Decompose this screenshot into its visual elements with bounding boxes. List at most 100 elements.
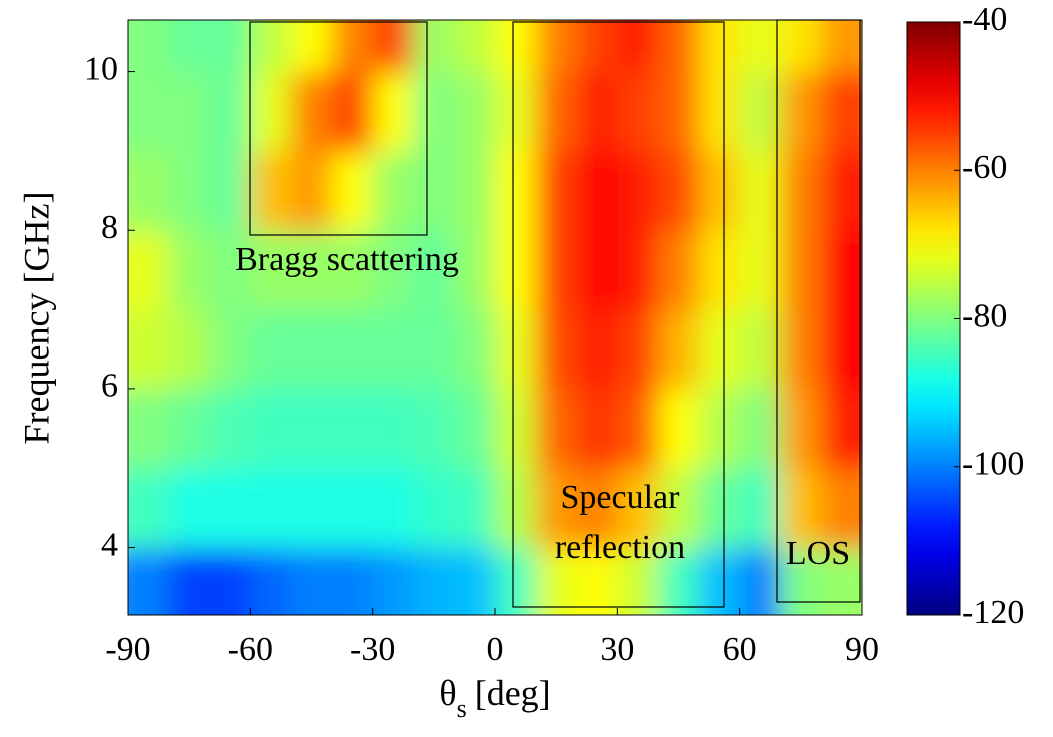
heat-cell: [454, 71, 496, 152]
heat-cell: [372, 150, 415, 232]
heat-cell: [168, 20, 211, 73]
heat-cell: [780, 309, 823, 390]
heat-cell: [291, 468, 333, 549]
heat-cell: [250, 468, 293, 549]
heat-cell: [495, 71, 537, 152]
colorbar: [906, 21, 961, 616]
heat-cell: [576, 547, 619, 615]
y-tick-label: 8: [101, 209, 118, 246]
heat-cell: [698, 388, 741, 470]
annotation: Specular: [561, 479, 681, 516]
region-box: [249, 21, 428, 236]
heat-cell: [658, 150, 700, 232]
heat-cell: [495, 468, 537, 549]
heat-cell: [128, 150, 170, 232]
y-tick-label: 4: [101, 526, 118, 563]
heat-cell: [331, 309, 374, 390]
heat-cell: [413, 547, 456, 615]
heat-cell: [698, 468, 741, 549]
heat-cell: [209, 388, 252, 470]
heat-cell: [128, 230, 170, 311]
heat-cell: [698, 230, 741, 311]
heat-cell: [739, 309, 782, 390]
heat-cell: [780, 230, 823, 311]
heat-cell: [413, 388, 456, 470]
x-tick-label: 0: [487, 631, 504, 668]
heat-cell: [291, 71, 333, 152]
heat-cell: [576, 309, 619, 390]
heat-cell: [617, 547, 660, 615]
heat-cell: [821, 309, 862, 390]
heat-cell: [617, 20, 660, 73]
heat-cell: [576, 150, 619, 232]
heat-cell: [698, 150, 741, 232]
heat-cell: [821, 150, 862, 232]
heat-cell: [209, 71, 252, 152]
x-label-symbol: θ: [439, 673, 456, 713]
colorbar-tick-label: -40: [962, 1, 1007, 38]
heat-cell: [576, 20, 619, 73]
y-tick-label: 6: [101, 368, 118, 405]
heat-cell: [495, 547, 537, 615]
x-tick-label: -30: [350, 631, 395, 668]
heat-cell: [658, 468, 700, 549]
heat-cell: [209, 150, 252, 232]
heat-cell: [413, 150, 456, 232]
heat-cell: [535, 388, 578, 470]
heat-cell: [291, 150, 333, 232]
heat-cell: [658, 547, 700, 615]
heat-cell: [821, 230, 862, 311]
heat-cell: [535, 547, 578, 615]
heat-cell: [372, 71, 415, 152]
heat-cell: [331, 71, 374, 152]
heat-cell: [576, 388, 619, 470]
heat-cell: [658, 388, 700, 470]
heat-cell: [658, 230, 700, 311]
heat-cell: [454, 388, 496, 470]
heat-cell: [209, 309, 252, 390]
x-tick-label: 90: [845, 631, 879, 668]
heat-cell: [821, 468, 862, 549]
heat-cell: [698, 71, 741, 152]
heat-cell: [617, 230, 660, 311]
heat-cell: [698, 547, 741, 615]
heat-cell: [576, 468, 619, 549]
heat-cell: [209, 20, 252, 73]
annotation: LOS: [786, 535, 850, 572]
heat-cell: [372, 20, 415, 73]
heat-cell: [128, 468, 170, 549]
heat-cell: [780, 71, 823, 152]
x-axis-label: θs [deg]: [439, 673, 550, 723]
x-label-subscript: s: [457, 694, 467, 723]
heat-cell: [128, 388, 170, 470]
heat-cell: [535, 468, 578, 549]
heat-cell: [250, 71, 293, 152]
heat-cell: [250, 230, 293, 311]
heat-cell: [413, 71, 456, 152]
heat-cell: [780, 20, 823, 73]
heat-cell: [821, 547, 862, 615]
heat-cell: [617, 71, 660, 152]
heat-cell: [331, 150, 374, 232]
colorbar-tick-label: -60: [962, 149, 1007, 186]
heat-cell: [495, 309, 537, 390]
heat-cell: [739, 71, 782, 152]
x-tick-label: 60: [723, 631, 757, 668]
heat-cell: [168, 309, 211, 390]
heat-cell: [331, 547, 374, 615]
x-tick-label: -90: [105, 631, 150, 668]
heat-cell: [698, 309, 741, 390]
heat-cell: [617, 309, 660, 390]
heat-cell: [576, 230, 619, 311]
heat-cell: [168, 150, 211, 232]
heat-cell: [780, 150, 823, 232]
heat-cell: [250, 547, 293, 615]
heat-cell: [495, 230, 537, 311]
heat-cell: [495, 20, 537, 73]
heat-cell: [331, 468, 374, 549]
heat-cell: [372, 309, 415, 390]
heat-cell: [128, 309, 170, 390]
heat-cell: [780, 468, 823, 549]
heat-cell: [413, 468, 456, 549]
heat-cell: [739, 20, 782, 73]
